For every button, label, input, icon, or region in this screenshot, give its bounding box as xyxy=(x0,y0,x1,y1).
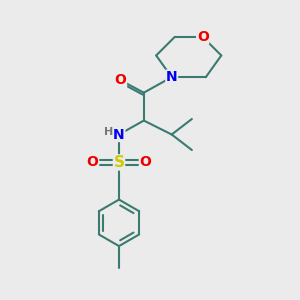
Text: N: N xyxy=(166,70,178,84)
Text: N: N xyxy=(113,128,125,142)
Text: O: O xyxy=(115,73,127,87)
Text: S: S xyxy=(113,155,124,170)
Text: O: O xyxy=(87,155,99,170)
Text: O: O xyxy=(197,30,208,44)
Text: H: H xyxy=(104,127,114,137)
Text: O: O xyxy=(140,155,151,170)
